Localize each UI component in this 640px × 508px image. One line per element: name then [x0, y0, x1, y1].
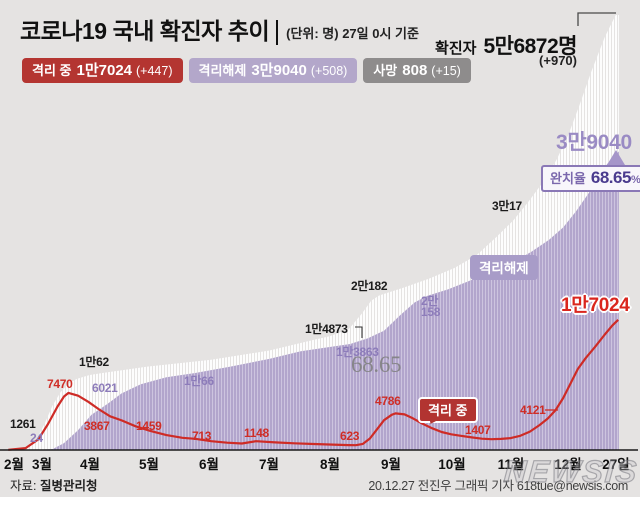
title-separator-bar — [276, 20, 279, 45]
x-axis-label-9: 11월 — [497, 457, 525, 472]
chart-label-12: 1만3863 — [336, 345, 379, 359]
legend-badge-value: 3만9040 — [251, 62, 307, 79]
chart-label-13: 68.65 — [351, 352, 402, 377]
chart-label-11: 1만4873 — [305, 322, 348, 336]
chart-label-22: 3만9040 — [556, 131, 632, 154]
legend-badge-label: 격리해제 — [198, 63, 247, 78]
x-axis-label-3: 5월 — [139, 457, 159, 472]
legend-badge-delta: (+508) — [310, 64, 348, 78]
legend-badge-value: 808 — [402, 62, 428, 79]
legend-row: 격리 중 1만7024 (+447) 격리해제 3만9040 (+508) 사망 808 (+1… — [22, 58, 471, 83]
legend-badge-1: 격리해제 3만9040 (+508) — [188, 58, 358, 83]
chart-label-19: 1407 — [465, 423, 491, 437]
source-note: 자료: 질병관리청 — [10, 475, 97, 494]
legend-badge-2: 사망 808 (+15) — [363, 58, 471, 83]
chart-label-8: 713 — [192, 429, 212, 443]
x-axis-label-2: 4월 — [80, 457, 100, 472]
x-axis-label-1: 3월 — [32, 457, 52, 472]
isolating-callout-badge: 격리 중 — [418, 397, 478, 423]
title-part2: 국내 확진자 — [112, 18, 223, 44]
title-part3: 추이 — [227, 18, 270, 44]
unit-note: (단위: 명) 27일 0시 기준 — [286, 26, 419, 41]
page-title: 코로나19 국내 확진자 추이 (단위: 명) 27일 0시 기준 — [20, 12, 419, 46]
chart-label-6: 1459 — [136, 419, 162, 433]
chart-label-20: 4121 — [520, 403, 546, 417]
x-axis-label-10: 12월 — [554, 457, 582, 472]
source-label: 자료: — [10, 479, 37, 493]
chart-label-21: 1만7024 — [561, 295, 630, 316]
title-part1: 코로나19 — [20, 18, 107, 44]
released-callout-badge: 격리해제 — [470, 255, 538, 280]
legend-badge-label: 격리 중 — [32, 63, 72, 78]
source-name: 질병관리청 — [39, 479, 98, 493]
x-axis-label-11: 27일 — [602, 457, 630, 472]
cure-rate-value: 68.65 — [590, 168, 632, 187]
legend-badge-0: 격리 중 1만7024 (+447) — [22, 58, 183, 83]
percent-sign: % — [630, 174, 640, 186]
chart-label-2: 7470 — [47, 377, 73, 391]
legend-badge-value: 1만7024 — [76, 62, 133, 79]
chart-label-15: 2만 — [421, 294, 439, 308]
legend-badge-delta: (+15) — [431, 64, 461, 78]
chart-label-9: 1148 — [244, 426, 269, 440]
cure-rate-badge: 완치율 68.65 % — [541, 165, 640, 192]
chart-label-3: 6021 — [92, 381, 118, 395]
x-axis-label-0: 2월 — [4, 457, 24, 472]
chart-label-14: 2만182 — [351, 279, 388, 293]
legend-badge-delta: (+447) — [136, 64, 173, 78]
chart-label-17: 3만17 — [492, 199, 522, 213]
credit-line: 20.12.27 전진우 그래픽 기자 618tue@newsis.com — [368, 479, 628, 493]
cure-rate-label: 완치율 — [550, 171, 586, 186]
total-confirmed-value: 5만6872명 — [483, 35, 577, 58]
total-confirmed-label: 확진자 — [435, 40, 477, 57]
x-axis-label-5: 7월 — [259, 457, 279, 472]
chart-label-0: 1261 — [10, 417, 36, 431]
chart-label-10: 623 — [340, 429, 360, 443]
isolating-line — [8, 319, 619, 451]
chart-label-1: 24 — [30, 431, 43, 445]
x-axis-label-4: 6월 — [199, 457, 219, 472]
chart-label-5: 3867 — [84, 419, 110, 433]
x-axis-label-7: 9월 — [381, 457, 401, 472]
chart-label-4: 1만62 — [79, 355, 109, 369]
chart-label-7: 1만66 — [184, 374, 214, 388]
total-callout-line — [577, 12, 616, 26]
total-confirmed: 확진자 5만6872명 — [435, 30, 577, 60]
chart-label-16: 158 — [421, 305, 441, 319]
bottom-white-strip — [0, 497, 640, 508]
legend-badge-label: 사망 — [373, 63, 398, 78]
released-area — [22, 151, 619, 450]
cure-rate-pointer — [607, 150, 625, 165]
label-14873-callout-line — [355, 326, 363, 338]
x-axis-label-8: 10월 — [438, 457, 466, 472]
chart-label-18: 4786 — [375, 394, 401, 408]
x-axis-label-6: 8월 — [320, 457, 340, 472]
total-confirmed-delta: (+970) — [539, 53, 577, 68]
